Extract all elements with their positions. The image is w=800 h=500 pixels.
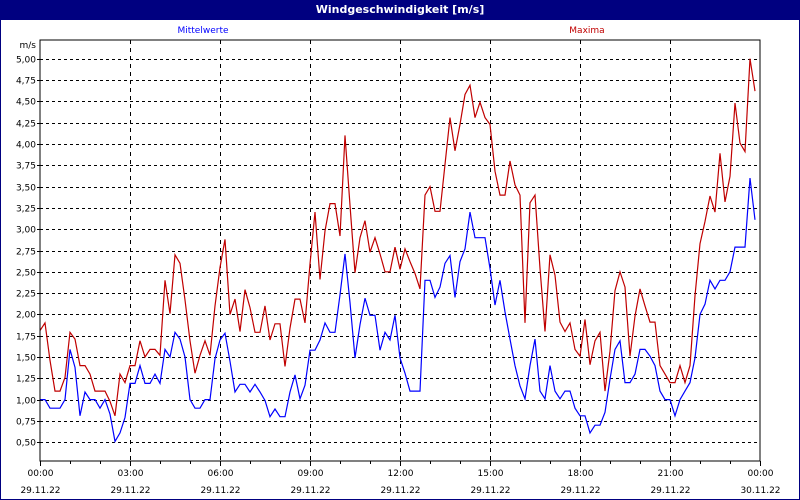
y-tick-label: 3,50: [16, 184, 36, 194]
y-tick-label: 3,00: [16, 226, 36, 236]
x-tick-time-label: 03:00: [118, 469, 144, 479]
x-tick-time-label: 18:00: [568, 469, 594, 479]
y-tick-label: 1,25: [16, 375, 36, 385]
y-tick-label: 5,00: [16, 56, 36, 66]
x-tick-date-label: 29.11.22: [290, 486, 330, 496]
y-tick-label: 2,00: [16, 311, 36, 321]
chart-title: Windgeschwindigkeit [m/s]: [0, 0, 800, 20]
x-tick-date-label: 29.11.22: [470, 486, 510, 496]
y-tick-label: 2,75: [16, 248, 36, 258]
x-tick-time-label: 00:00: [748, 469, 774, 479]
y-tick-label: 0,50: [16, 439, 36, 449]
legend-maxima: Maxima: [569, 26, 604, 36]
y-tick-label: 4,25: [16, 120, 36, 130]
x-tick-date-label: 29.11.22: [110, 486, 150, 496]
y-tick-label: 0,75: [16, 418, 36, 428]
x-tick-time-label: 12:00: [388, 469, 414, 479]
x-tick-date-label: 29.11.22: [560, 486, 600, 496]
x-tick-date-label: 30.11.22: [740, 486, 780, 496]
x-tick-date-label: 29.11.22: [20, 486, 60, 496]
y-tick-label: 4,00: [16, 141, 36, 151]
y-tick-label: 4,75: [16, 77, 36, 87]
y-tick-label: 1,75: [16, 333, 36, 343]
x-tick-date-label: 29.11.22: [650, 486, 690, 496]
x-tick-date-label: 29.11.22: [200, 486, 240, 496]
y-tick-label: 2,25: [16, 290, 36, 300]
y-tick-label: 1,00: [16, 397, 36, 407]
x-tick-time-label: 15:00: [478, 469, 504, 479]
y-tick-label: 4,50: [16, 98, 36, 108]
series-line-mittelwerte: [40, 178, 756, 444]
x-tick-date-label: 29.11.22: [380, 486, 420, 496]
x-tick-time-label: 00:00: [28, 469, 54, 479]
x-tick-time-label: 21:00: [658, 469, 684, 479]
series-line-maxima: [39, 58, 756, 416]
x-tick-time-label: 09:00: [298, 469, 324, 479]
y-tick-label: 1,50: [16, 354, 36, 364]
legend-mittelwerte: Mittelwerte: [177, 26, 228, 36]
y-tick-label: 3,25: [16, 205, 36, 215]
y-axis-unit-label: m/s: [20, 41, 37, 51]
y-tick-label: 3,75: [16, 162, 36, 172]
x-tick-time-label: 06:00: [208, 469, 234, 479]
y-tick-label: 2,50: [16, 269, 36, 279]
